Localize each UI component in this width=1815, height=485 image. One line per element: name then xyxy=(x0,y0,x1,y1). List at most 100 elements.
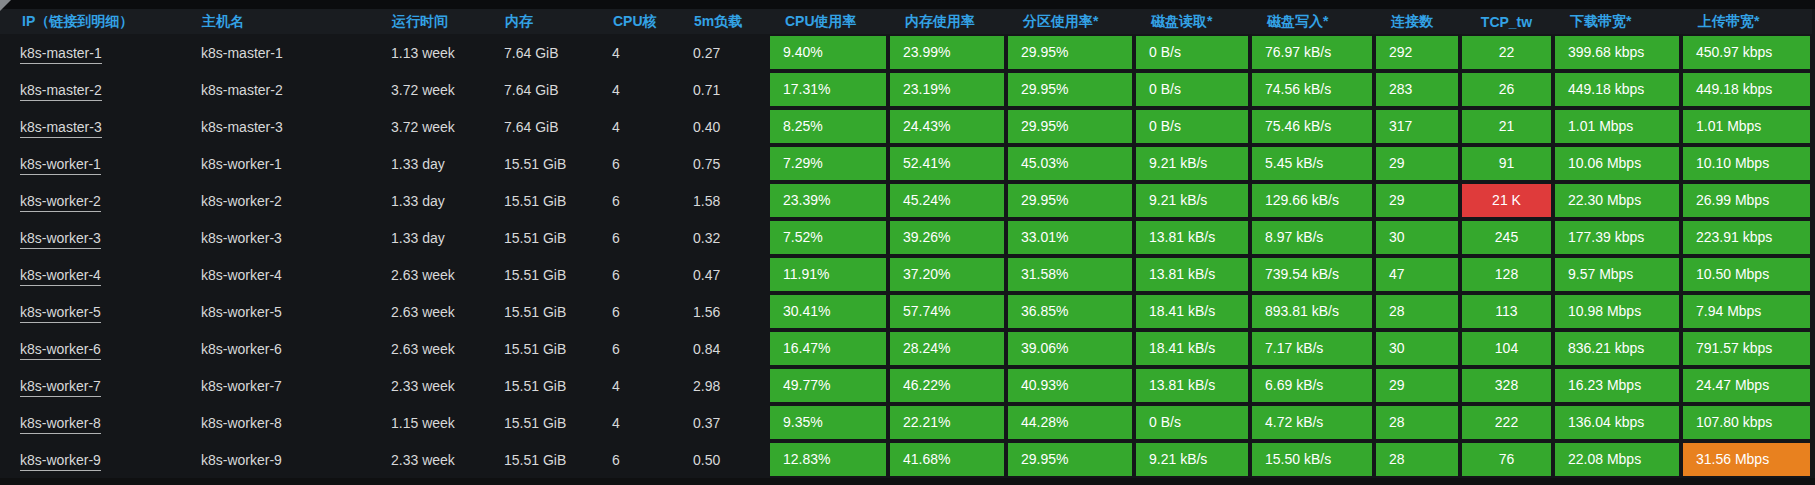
table-row: k8s-worker-7k8s-worker-72.33 week15.51 G… xyxy=(0,367,1812,404)
metric-cell-partition_usage: 36.85% xyxy=(1008,295,1132,328)
metric-cell-upload_bw: 223.91 kbps xyxy=(1683,221,1810,254)
cell-mem_usage: 24.43% xyxy=(888,108,1006,145)
panel-corner-icon[interactable] xyxy=(0,0,11,11)
cell-hostname: k8s-worker-3 xyxy=(185,219,375,256)
cell-partition_usage: 44.28% xyxy=(1006,404,1134,441)
node-overview-panel: IP（链接到明细）主机名运行时间内存CPU核5m负载CPU使用率内存使用率分区使… xyxy=(0,0,1815,485)
cell-partition_usage: 33.01% xyxy=(1006,219,1134,256)
column-header-mem_usage[interactable]: 内存使用率 xyxy=(888,9,1006,34)
node-detail-link[interactable]: k8s-worker-8 xyxy=(20,415,101,434)
cell-download_bw: 22.30 Mbps xyxy=(1553,182,1681,219)
cell-ip: k8s-worker-2 xyxy=(0,182,185,219)
node-detail-link[interactable]: k8s-worker-9 xyxy=(20,452,101,471)
metric-cell-mem_usage: 52.41% xyxy=(890,147,1004,180)
metric-cell-disk_write: 8.97 kB/s xyxy=(1252,221,1372,254)
cell-mem_usage: 37.20% xyxy=(888,256,1006,293)
cell-tcp_tw: 76 xyxy=(1460,441,1553,478)
table-row: k8s-worker-5k8s-worker-52.63 week15.51 G… xyxy=(0,293,1812,330)
cell-cpu_cores: 6 xyxy=(596,293,677,330)
column-header-memory[interactable]: 内存 xyxy=(488,9,596,34)
node-detail-link[interactable]: k8s-worker-2 xyxy=(20,193,101,212)
cell-cpu_usage: 8.25% xyxy=(768,108,888,145)
node-detail-link[interactable]: k8s-master-2 xyxy=(20,82,102,101)
cell-download_bw: 10.98 Mbps xyxy=(1553,293,1681,330)
column-header-connections[interactable]: 连接数 xyxy=(1374,9,1460,34)
cell-ip: k8s-master-2 xyxy=(0,71,185,108)
cell-disk_read: 13.81 kB/s xyxy=(1134,367,1250,404)
cell-disk_read: 9.21 kB/s xyxy=(1134,182,1250,219)
node-detail-link[interactable]: k8s-master-3 xyxy=(20,119,102,138)
node-metrics-table: IP（链接到明细）主机名运行时间内存CPU核5m负载CPU使用率内存使用率分区使… xyxy=(0,9,1812,478)
node-detail-link[interactable]: k8s-worker-7 xyxy=(20,378,101,397)
cell-load5m: 0.84 xyxy=(677,330,768,367)
column-header-load5m[interactable]: 5m负载 xyxy=(677,9,768,34)
cell-hostname: k8s-master-3 xyxy=(185,108,375,145)
node-detail-link[interactable]: k8s-worker-1 xyxy=(20,156,101,175)
cell-cpu_cores: 6 xyxy=(596,330,677,367)
cell-upload_bw: 10.50 Mbps xyxy=(1681,256,1812,293)
column-header-disk_write[interactable]: 磁盘写入* xyxy=(1250,9,1374,34)
cell-disk_write: 74.56 kB/s xyxy=(1250,71,1374,108)
node-detail-link[interactable]: k8s-worker-5 xyxy=(20,304,101,323)
metric-cell-tcp_tw: 22 xyxy=(1462,36,1551,69)
cell-upload_bw: 449.18 kbps xyxy=(1681,71,1812,108)
cell-cpu_usage: 16.47% xyxy=(768,330,888,367)
cell-partition_usage: 29.95% xyxy=(1006,108,1134,145)
metric-cell-disk_write: 6.69 kB/s xyxy=(1252,369,1372,402)
metric-cell-cpu_usage: 12.83% xyxy=(770,443,886,476)
column-header-disk_read[interactable]: 磁盘读取* xyxy=(1134,9,1250,34)
cell-mem_usage: 57.74% xyxy=(888,293,1006,330)
table-row: k8s-master-1k8s-master-11.13 week7.64 Gi… xyxy=(0,34,1812,71)
node-detail-link[interactable]: k8s-worker-4 xyxy=(20,267,101,286)
cell-connections: 29 xyxy=(1374,367,1460,404)
column-header-uptime[interactable]: 运行时间 xyxy=(375,9,488,34)
cell-disk_read: 0 B/s xyxy=(1134,108,1250,145)
cell-memory: 15.51 GiB xyxy=(488,293,596,330)
column-header-tcp_tw[interactable]: TCP_tw xyxy=(1460,9,1553,34)
node-detail-link[interactable]: k8s-worker-6 xyxy=(20,341,101,360)
node-detail-link[interactable]: k8s-master-1 xyxy=(20,45,102,64)
cell-connections: 28 xyxy=(1374,404,1460,441)
metric-cell-cpu_usage: 49.77% xyxy=(770,369,886,402)
metric-cell-connections: 28 xyxy=(1376,295,1458,328)
cell-disk_write: 7.17 kB/s xyxy=(1250,330,1374,367)
metric-cell-connections: 28 xyxy=(1376,406,1458,439)
metric-cell-upload_bw: 10.50 Mbps xyxy=(1683,258,1810,291)
metric-cell-connections: 29 xyxy=(1376,184,1458,217)
cell-uptime: 1.33 day xyxy=(375,145,488,182)
cell-load5m: 0.50 xyxy=(677,441,768,478)
cell-cpu_cores: 4 xyxy=(596,34,677,71)
column-header-cpu_usage[interactable]: CPU使用率 xyxy=(768,9,888,34)
cell-tcp_tw: 128 xyxy=(1460,256,1553,293)
metric-cell-partition_usage: 45.03% xyxy=(1008,147,1132,180)
cell-hostname: k8s-worker-1 xyxy=(185,145,375,182)
cell-disk_write: 4.72 kB/s xyxy=(1250,404,1374,441)
cell-memory: 7.64 GiB xyxy=(488,71,596,108)
cell-download_bw: 449.18 kbps xyxy=(1553,71,1681,108)
column-header-partition_usage[interactable]: 分区使用率* xyxy=(1006,9,1134,34)
cell-disk_write: 76.97 kB/s xyxy=(1250,34,1374,71)
node-detail-link[interactable]: k8s-worker-3 xyxy=(20,230,101,249)
column-header-ip[interactable]: IP（链接到明细） xyxy=(0,9,185,34)
metric-cell-disk_write: 15.50 kB/s xyxy=(1252,443,1372,476)
cell-upload_bw: 24.47 Mbps xyxy=(1681,367,1812,404)
column-header-download_bw[interactable]: 下载带宽* xyxy=(1553,9,1681,34)
cell-cpu_usage: 23.39% xyxy=(768,182,888,219)
metric-cell-connections: 283 xyxy=(1376,73,1458,106)
cell-cpu_cores: 6 xyxy=(596,256,677,293)
table-row: k8s-worker-4k8s-worker-42.63 week15.51 G… xyxy=(0,256,1812,293)
column-header-hostname[interactable]: 主机名 xyxy=(185,9,375,34)
cell-cpu_cores: 4 xyxy=(596,108,677,145)
metric-cell-download_bw: 136.04 kbps xyxy=(1555,406,1679,439)
column-header-cpu_cores[interactable]: CPU核 xyxy=(596,9,677,34)
metric-cell-upload_bw: 450.97 kbps xyxy=(1683,36,1810,69)
column-header-upload_bw[interactable]: 上传带宽* xyxy=(1681,9,1812,34)
metric-cell-partition_usage: 31.58% xyxy=(1008,258,1132,291)
cell-connections: 317 xyxy=(1374,108,1460,145)
cell-cpu_cores: 6 xyxy=(596,145,677,182)
cell-disk_read: 9.21 kB/s xyxy=(1134,441,1250,478)
metric-cell-disk_read: 13.81 kB/s xyxy=(1136,221,1248,254)
cell-ip: k8s-worker-6 xyxy=(0,330,185,367)
metric-cell-partition_usage: 33.01% xyxy=(1008,221,1132,254)
cell-hostname: k8s-worker-9 xyxy=(185,441,375,478)
